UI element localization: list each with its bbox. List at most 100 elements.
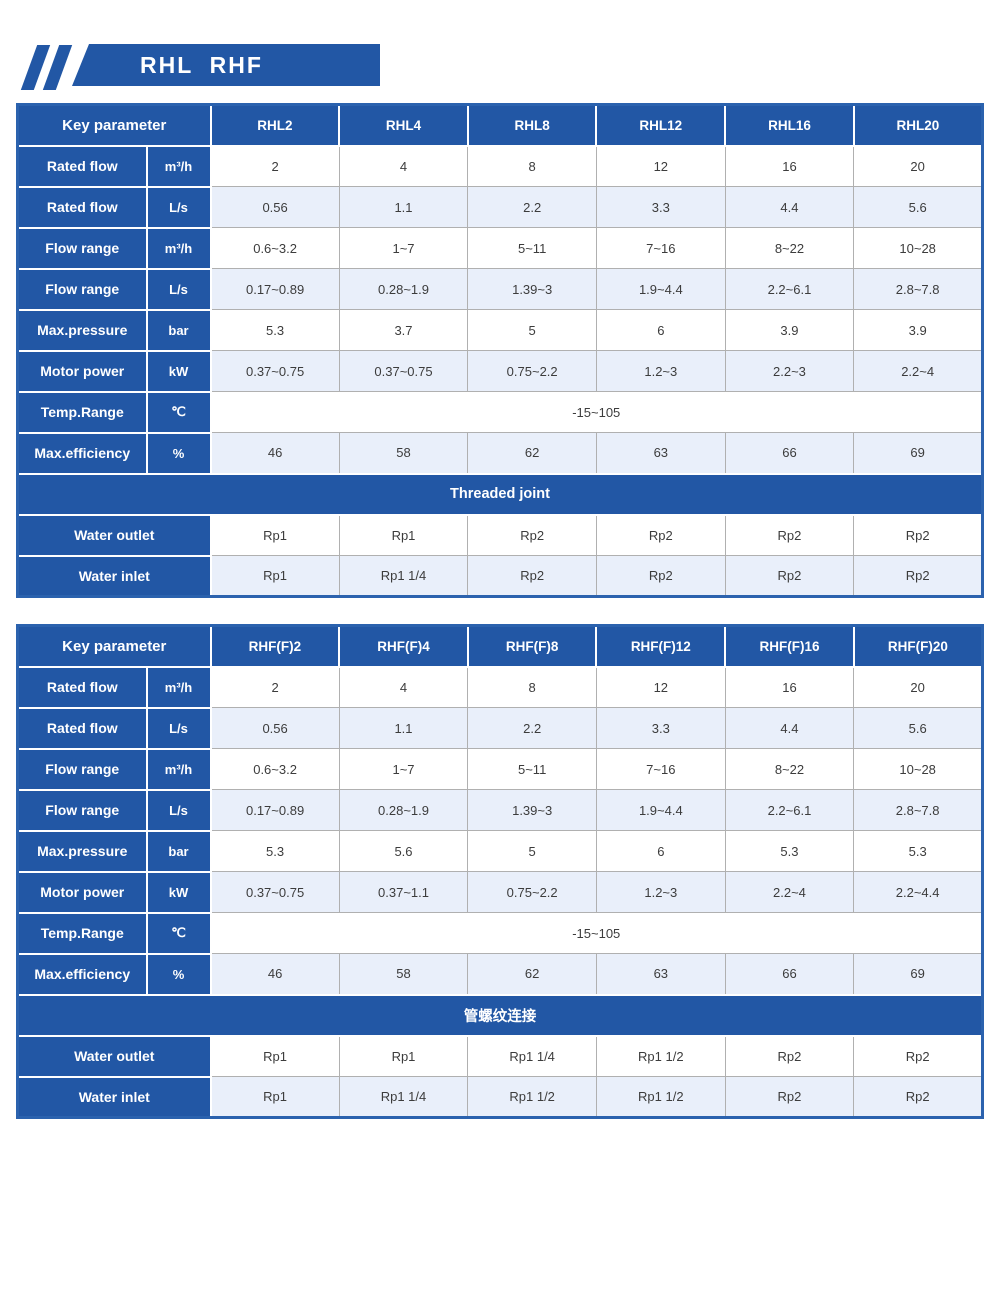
value-cell: 0.37~0.75 [338,350,469,392]
value-cell: 0.56 [210,186,340,228]
value-cell: 4.4 [724,707,855,749]
model-column-header: RHL8 [466,103,598,147]
row-label: Max.efficiency [16,952,148,996]
value-cell: 0.17~0.89 [210,268,340,310]
table-row: Rated flow m³/h 2 4 8 12 16 20 [16,144,983,188]
model-column-header: RHL16 [724,103,855,147]
value-cell: 1~7 [338,748,469,790]
row-unit: % [145,431,212,475]
row-label: Flow range [16,788,148,832]
row-label: Max.efficiency [16,431,148,475]
value-cell: 2 [210,145,340,187]
row-label: Motor power [16,349,148,393]
table-row: Temp.Range ℃ -15~105 [16,911,983,955]
value-cell: 12 [595,666,726,708]
row-label: Max.pressure [16,308,148,352]
value-cell: 62 [467,953,597,995]
value-cell: 2.2~4 [724,871,855,913]
value-cell: 20 [853,145,983,187]
value-cell: 2.2~3 [724,350,855,392]
row-unit: m³/h [145,747,212,791]
table-row: Flow range L/s 0.17~0.89 0.28~1.9 1.39~3 1.9~… [16,788,983,832]
value-cell: 63 [595,953,726,995]
row-unit: kW [145,870,212,914]
table-row: Rated flow L/s 0.56 1.1 2.2 3.3 4.4 5.6 [16,706,983,750]
value-cell: 46 [210,953,340,995]
value-cell: Rp1 1/2 [595,1035,726,1077]
value-cell: 16 [724,666,855,708]
value-cell: 3.3 [595,707,726,749]
value-cell: 8~22 [724,227,855,269]
value-cell: 0.6~3.2 [210,748,340,790]
column-header-row: Key parameter RHF(F)2 RHF(F)4 RHF(F)8 RHF(F)… [16,624,984,668]
value-cell: 2.2~6.1 [724,268,855,310]
bottom-spacer [0,1119,1000,1194]
value-cell: 0.28~1.9 [338,268,469,310]
value-cell: 0.37~1.1 [338,871,469,913]
value-cell: 69 [853,953,983,995]
value-cell: 0.6~3.2 [210,227,340,269]
value-cell: Rp1 1/4 [338,1076,469,1118]
row-label: Rated flow [16,144,148,188]
value-cell: 1.39~3 [467,789,597,831]
value-cell: 8~22 [724,748,855,790]
value-cell: Rp1 [210,555,340,597]
table-row: Water inlet Rp1 Rp1 1/4 Rp2 Rp2 Rp2 Rp2 [16,554,983,598]
row-unit: m³/h [145,226,212,270]
row-label: Water outlet [16,513,212,557]
model-column-header: RHF(F)8 [466,624,598,668]
value-cell: 1.9~4.4 [595,789,726,831]
value-cell: 5.3 [210,309,340,351]
value-cell: 2.2~6.1 [724,789,855,831]
table-row: Max.pressure bar 5.3 5.6 5 6 5.3 5.3 [16,829,983,873]
value-cell: Rp2 [467,514,597,556]
value-cell: 3.7 [338,309,469,351]
value-cell: 0.28~1.9 [338,789,469,831]
table-row: Temp.Range ℃ -15~105 [16,390,983,434]
column-header-row: Key parameter RHL2 RHL4 RHL8 RHL12 RHL16 RHL20 [16,103,984,147]
row-unit: bar [145,829,212,873]
value-cell: Rp1 [210,1076,340,1118]
model-column-header: RHL4 [338,103,469,147]
value-cell: Rp1 1/4 [467,1035,597,1077]
value-cell: 5.3 [210,830,340,872]
model-column-header: RHL20 [852,103,984,147]
value-cell: 1.2~3 [595,871,726,913]
value-cell: 1.1 [338,707,469,749]
value-cell: Rp1 [210,514,340,556]
section-header: Threaded joint [16,472,984,516]
value-cell: 10~28 [853,748,983,790]
row-label: Flow range [16,747,148,791]
model-column-header: RHF(F)16 [724,624,855,668]
model-column-header: RHF(F)2 [209,624,341,668]
row-unit: m³/h [145,144,212,188]
value-cell: 63 [595,432,726,474]
value-cell: 0.56 [210,707,340,749]
table-row: Water outlet Rp1 Rp1 Rp1 1/4 Rp1 1/2 Rp2 Rp2 [16,1034,983,1078]
value-cell: 4.4 [724,186,855,228]
value-cell: Rp1 1/2 [467,1076,597,1118]
table-row: Water inlet Rp1 Rp1 1/4 Rp1 1/2 Rp1 1/2 Rp2 Rp… [16,1075,983,1119]
row-unit: L/s [145,185,212,229]
row-unit: bar [145,308,212,352]
row-label: Temp.Range [16,911,148,955]
value-cell: 1.39~3 [467,268,597,310]
value-cell: 66 [724,432,855,474]
value-cell: Rp1 [210,1035,340,1077]
value-cell: Rp2 [853,555,983,597]
table-row: Flow range m³/h 0.6~3.2 1~7 5~11 7~16 8~22 10~2… [16,747,983,791]
table-row: Flow range L/s 0.17~0.89 0.28~1.9 1.39~3 1.9~… [16,267,983,311]
page-header: RHL RHF [20,44,380,90]
key-parameter-header: Key parameter [16,103,212,147]
row-unit: L/s [145,788,212,832]
value-cell: 2.2 [467,707,597,749]
value-cell: Rp1 1/2 [595,1076,726,1118]
value-cell: Rp2 [467,555,597,597]
value-cell: 0.37~0.75 [210,871,340,913]
value-cell: 0.37~0.75 [210,350,340,392]
row-unit: % [145,952,212,996]
model-column-header: RHF(F)4 [338,624,469,668]
row-label: Water inlet [16,554,212,598]
page-title: RHL RHF [140,51,263,78]
value-cell: 2.2~4.4 [853,871,983,913]
